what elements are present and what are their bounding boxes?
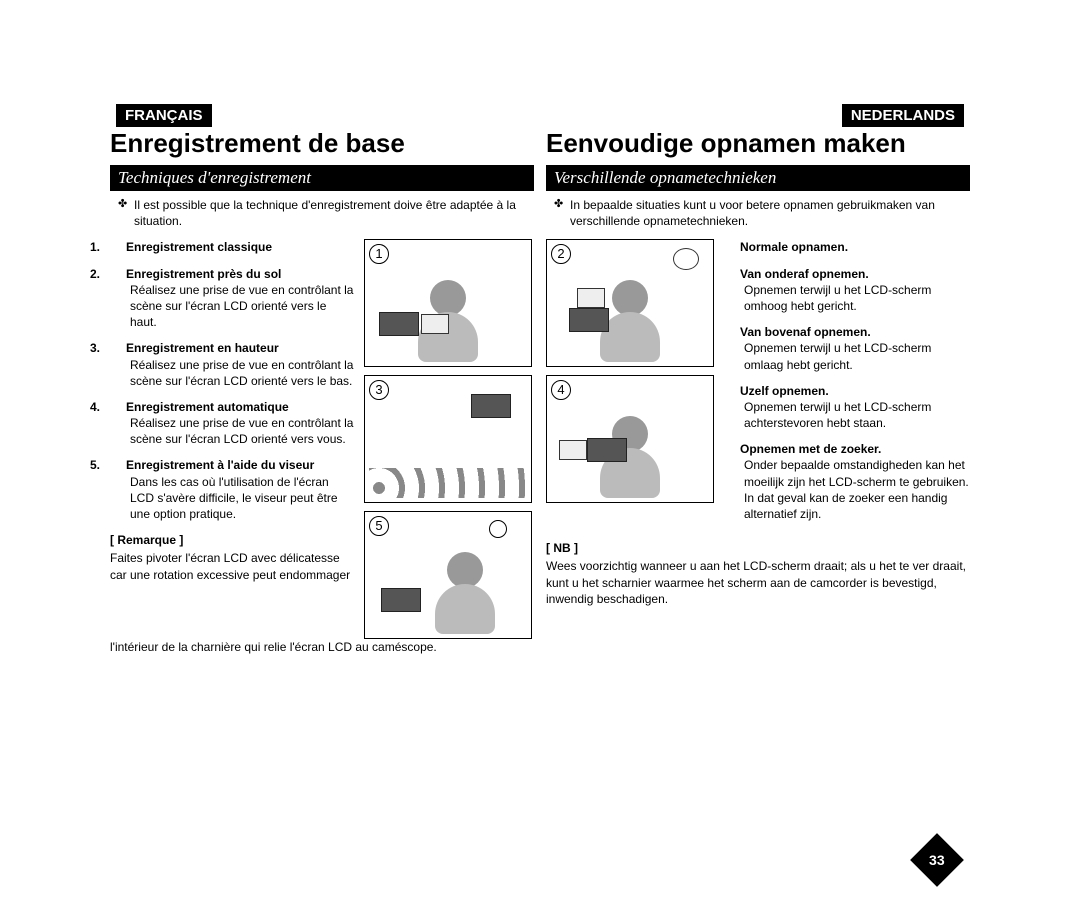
- figure-2: 2: [546, 239, 714, 367]
- note-head-fr: [ Remarque ]: [110, 532, 356, 548]
- text-col-nl: 1.Normale opnamen. 2.Van onderaf opnemen…: [724, 239, 970, 532]
- note-body-fr-partial: Faites pivoter l'écran LCD avec délicate…: [110, 550, 356, 582]
- note-head-nl: [ NB ]: [546, 540, 970, 556]
- two-column-layout: Enregistrement de base Techniques d'enre…: [110, 128, 970, 656]
- intro-nl: In bepaalde situaties kunt u voor betere…: [546, 197, 970, 229]
- figure-number-icon: 1: [369, 244, 389, 264]
- subtitle-fr: Techniques d'enregistrement: [110, 165, 534, 191]
- list-item: 1.Enregistrement classique: [110, 239, 356, 255]
- figure-5: 5: [364, 511, 532, 639]
- figure-number-icon: 3: [369, 380, 389, 400]
- list-item: 2.Enregistrement près du sol Réalisez un…: [110, 266, 356, 331]
- body-fr: 1.Enregistrement classique 2.Enregistrem…: [110, 239, 534, 639]
- column-nl: Eenvoudige opnamen maken Verschillende o…: [540, 128, 970, 656]
- lang-tag-nl: NEDERLANDS: [842, 104, 964, 127]
- subtitle-nl: Verschillende opnametechnieken: [546, 165, 970, 191]
- list-item: 1.Normale opnamen.: [724, 239, 970, 255]
- column-fr: Enregistrement de base Techniques d'enre…: [110, 128, 540, 656]
- illustration-col-left: 1 3 5: [364, 239, 534, 639]
- figure-number-icon: 4: [551, 380, 571, 400]
- list-item: 4.Uzelf opnemen. Opnemen terwijl u het L…: [724, 383, 970, 432]
- note-body-nl: Wees voorzichtig wanneer u aan het LCD-s…: [546, 558, 970, 607]
- figure-4: 4: [546, 375, 714, 503]
- manual-page: FRANÇAIS NEDERLANDS Enregistrement de ba…: [0, 0, 1080, 913]
- text-col-fr: 1.Enregistrement classique 2.Enregistrem…: [110, 239, 356, 639]
- illustration-col-right: 2 4: [546, 239, 716, 532]
- figure-number-icon: 5: [369, 516, 389, 536]
- list-item: 2.Van onderaf opnemen. Opnemen terwijl u…: [724, 266, 970, 315]
- lang-tag-fr: FRANÇAIS: [116, 104, 212, 127]
- list-item: 3.Van bovenaf opnemen. Opnemen terwijl u…: [724, 324, 970, 373]
- intro-fr: Il est possible que la technique d'enreg…: [110, 197, 534, 229]
- note-nl: [ NB ] Wees voorzichtig wanneer u aan he…: [546, 540, 970, 607]
- title-nl: Eenvoudige opnamen maken: [546, 128, 970, 159]
- figure-3: 3: [364, 375, 532, 503]
- page-number-badge: 33: [910, 833, 964, 887]
- note-body-fr-cont: l'intérieur de la charnière qui relie l'…: [110, 639, 534, 655]
- list-item: 3.Enregistrement en hauteur Réalisez une…: [110, 340, 356, 389]
- language-tags: FRANÇAIS NEDERLANDS: [116, 104, 964, 127]
- list-item: 5.Enregistrement à l'aide du viseur Dans…: [110, 457, 356, 522]
- body-nl: 2 4 1.Normale opnamen.: [546, 239, 970, 532]
- title-fr: Enregistrement de base: [110, 128, 534, 159]
- figure-1: 1: [364, 239, 532, 367]
- list-item: 5.Opnemen met de zoeker. Onder bepaalde …: [724, 441, 970, 522]
- list-item: 4.Enregistrement automatique Réalisez un…: [110, 399, 356, 448]
- figure-number-icon: 2: [551, 244, 571, 264]
